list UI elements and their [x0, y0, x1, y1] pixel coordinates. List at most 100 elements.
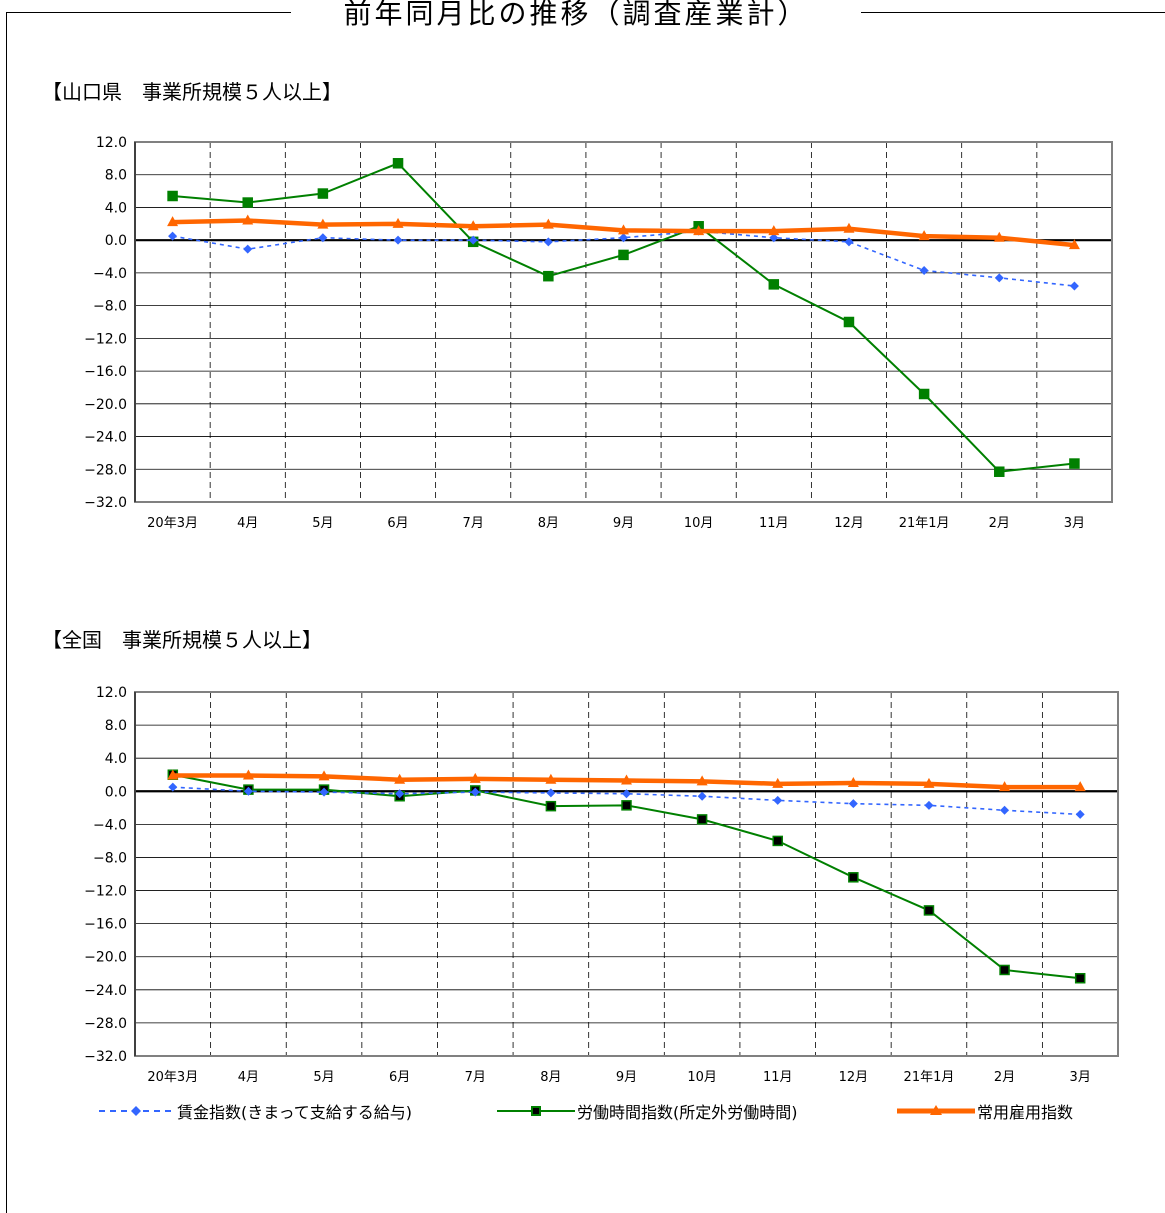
- data-point-wage: [468, 235, 478, 245]
- chart-national: 12.0 8.0 4.0 0.0 −4.0 −8.0 −12.0 −16.0 −20.0 −24.…: [84, 685, 1119, 1085]
- data-point-employment: [772, 777, 784, 788]
- data-point-wage: [243, 786, 253, 796]
- x-tick-label: 9月: [616, 1070, 637, 1085]
- y-tick-label: −28.0: [84, 462, 127, 478]
- y-tick-label: −32.0: [84, 1049, 127, 1065]
- data-point-hours: [545, 800, 557, 812]
- data-point-wage: [994, 273, 1004, 283]
- x-tick-label: 7月: [463, 516, 484, 531]
- data-point-wage: [395, 789, 405, 799]
- data-point-hours: [392, 158, 404, 169]
- plot-area: [134, 691, 1119, 1057]
- data-point-employment: [318, 770, 330, 781]
- y-tick-label: −24.0: [84, 983, 127, 999]
- x-tick-label: 10月: [684, 516, 714, 531]
- data-point-hours: [843, 316, 855, 328]
- data-point-employment: [696, 775, 708, 786]
- x-tick-label: 4月: [238, 1070, 259, 1085]
- y-tick-label: −8.0: [93, 850, 127, 866]
- section-label-yamaguchi: 【山口県 事業所規模５人以上】: [42, 80, 342, 104]
- data-point-hours: [994, 466, 1005, 477]
- legend-item-wage: 賃金指数(きまって支給する給与): [95, 1098, 412, 1124]
- data-point-hours: [621, 800, 632, 811]
- x-tick-label: 2月: [989, 516, 1010, 531]
- x-tick-label: 7月: [465, 1070, 486, 1085]
- data-point-wage: [848, 799, 858, 809]
- data-point-wage: [1075, 809, 1085, 819]
- data-point-wage: [844, 237, 854, 247]
- data-point-employment: [469, 772, 481, 783]
- data-point-hours: [167, 190, 178, 202]
- legend-item-employment: 常用雇用指数: [895, 1098, 1073, 1124]
- data-point-employment: [918, 230, 930, 241]
- data-point-hours: [543, 270, 554, 282]
- x-tick-label: 6月: [389, 1070, 410, 1085]
- data-point-employment: [467, 220, 479, 231]
- x-tick-label: 9月: [613, 516, 634, 531]
- x-tick-label: 5月: [313, 1070, 334, 1085]
- data-point-employment: [923, 777, 935, 788]
- y-tick-label: 8.0: [105, 718, 127, 734]
- y-tick-label: −20.0: [84, 950, 127, 966]
- data-point-employment: [993, 231, 1005, 242]
- data-point-hours: [999, 964, 1010, 976]
- data-point-employment: [167, 769, 179, 780]
- chart-yamaguchi: 12.0 8.0 4.0 0.0 −4.0 −8.0 −12.0 −16.0 −20.0 −24.…: [84, 135, 1113, 531]
- data-point-hours: [1074, 972, 1086, 984]
- y-tick-label: −12.0: [84, 331, 127, 347]
- data-point-employment: [392, 217, 404, 228]
- y-tick-label: −24.0: [84, 430, 127, 446]
- data-point-employment: [545, 773, 557, 784]
- y-tick-label: −32.0: [84, 495, 127, 511]
- data-point-wage: [697, 791, 707, 801]
- y-tick-label: 0.0: [105, 233, 127, 249]
- y-tick-label: 4.0: [105, 751, 127, 767]
- data-point-hours: [772, 835, 783, 847]
- legend-swatch-hours: [497, 1106, 575, 1116]
- x-tick-label: 11月: [763, 1070, 793, 1085]
- data-point-wage: [769, 233, 779, 243]
- data-point-wage: [243, 244, 253, 254]
- data-point-hours: [768, 279, 780, 290]
- legend-label-hours: 労働時間指数(所定外労働時間): [577, 1103, 798, 1122]
- data-point-employment: [621, 774, 632, 785]
- legend-item-hours: 労働時間指数(所定外労働時間): [495, 1098, 798, 1124]
- data-point-employment: [1074, 781, 1086, 792]
- x-tick-label: 10月: [687, 1070, 717, 1085]
- x-tick-label: 11月: [759, 516, 789, 531]
- y-tick-label: −16.0: [84, 364, 127, 380]
- x-tick-label: 5月: [312, 516, 333, 531]
- legend: 賃金指数(きまって支給する給与) 労働時間指数(所定外労働時間) 常用雇用指数: [95, 1098, 1155, 1124]
- x-tick-label: 3月: [1064, 516, 1085, 531]
- x-tick-label: 21年1月: [904, 1070, 955, 1085]
- data-point-wage: [619, 233, 628, 243]
- data-point-employment: [847, 777, 859, 787]
- legend-label-wage: 賃金指数(きまって支給する給与): [177, 1103, 413, 1122]
- data-point-employment: [317, 218, 329, 229]
- data-point-hours: [696, 814, 708, 825]
- data-point-wage: [470, 787, 480, 797]
- y-tick-label: −8.0: [93, 299, 127, 315]
- data-point-hours: [618, 249, 629, 261]
- data-point-employment: [242, 214, 254, 225]
- y-tick-label: 12.0: [96, 135, 127, 151]
- x-tick-label: 2月: [994, 1070, 1015, 1085]
- data-point-employment: [1068, 239, 1080, 250]
- x-tick-label: 3月: [1070, 1070, 1091, 1085]
- data-point-wage: [919, 265, 929, 275]
- y-tick-label: 4.0: [105, 200, 127, 216]
- data-point-hours: [317, 188, 329, 199]
- data-point-wage: [318, 233, 328, 243]
- y-tick-label: −28.0: [84, 1016, 127, 1032]
- legend-label-employment: 常用雇用指数: [977, 1103, 1074, 1122]
- y-tick-label: −20.0: [84, 397, 127, 413]
- x-tick-label: 21年1月: [899, 516, 950, 531]
- y-tick-label: −16.0: [84, 917, 127, 933]
- x-tick-label: 12月: [834, 516, 864, 531]
- data-point-hours: [1069, 458, 1080, 469]
- data-point-employment: [242, 769, 254, 780]
- data-point-wage: [546, 788, 556, 798]
- data-point-employment: [618, 224, 629, 235]
- data-point-wage: [393, 235, 403, 245]
- y-tick-label: 12.0: [96, 685, 127, 701]
